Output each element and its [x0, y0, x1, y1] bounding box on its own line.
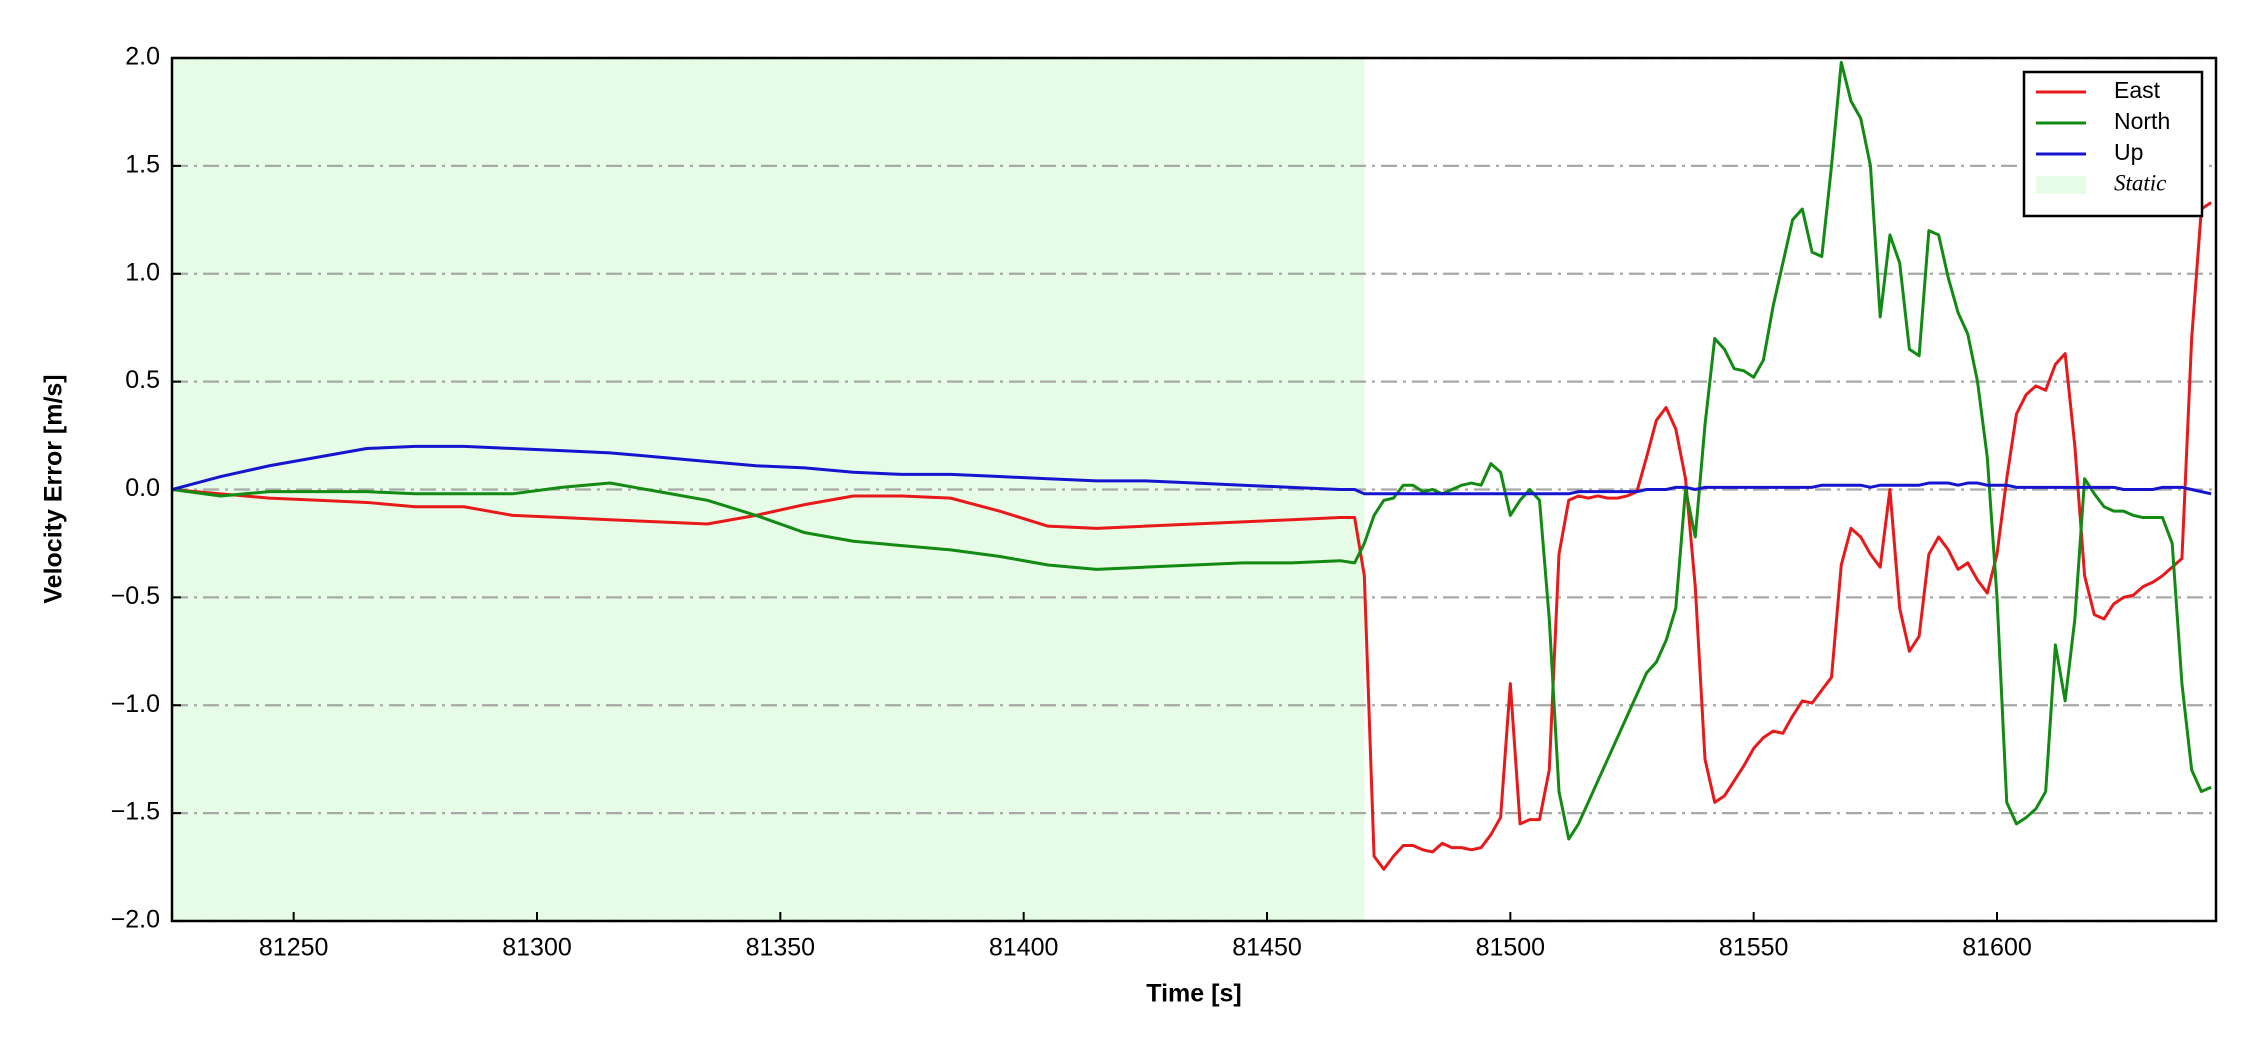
- line-east: [172, 201, 2212, 871]
- plot-frame: [170, 56, 2218, 923]
- legend-label: Static: [2114, 170, 2166, 195]
- x-tick-label: 81600: [1962, 934, 2032, 962]
- x-tick-label: 81350: [746, 934, 816, 962]
- legend-label: Up: [2114, 139, 2143, 165]
- legend-swatch: [2036, 176, 2086, 194]
- y-tick-label: −0.5: [111, 582, 160, 610]
- y-tick-label: 1.0: [125, 258, 160, 286]
- y-tick-label: 1.5: [125, 150, 160, 178]
- x-tick-label: 81250: [259, 934, 329, 962]
- y-tick-label: −1.0: [111, 690, 160, 718]
- x-tick-label: 81450: [1232, 934, 1302, 962]
- y-axis-label: Velocity Error [m/s]: [40, 374, 68, 603]
- x-tick-label: 81400: [989, 934, 1059, 962]
- y-tick-label: 0.0: [125, 474, 160, 502]
- x-axis-label: Time [s]: [1146, 980, 1241, 1008]
- line-north: [172, 60, 2212, 841]
- x-tick-label: 81300: [502, 934, 572, 962]
- x-tick-label: 81500: [1476, 934, 1546, 962]
- legend-box: [2022, 70, 2204, 218]
- y-tick-label: −1.5: [111, 798, 160, 826]
- x-tick-label: 81550: [1719, 934, 1789, 962]
- y-tick-label: 2.0: [125, 43, 160, 71]
- line-up: [172, 444, 2212, 496]
- y-tick-label: 0.5: [125, 366, 160, 394]
- legend-label: East: [2114, 77, 2161, 103]
- y-tick-label: −2.0: [111, 906, 160, 934]
- legend-label: North: [2114, 108, 2170, 134]
